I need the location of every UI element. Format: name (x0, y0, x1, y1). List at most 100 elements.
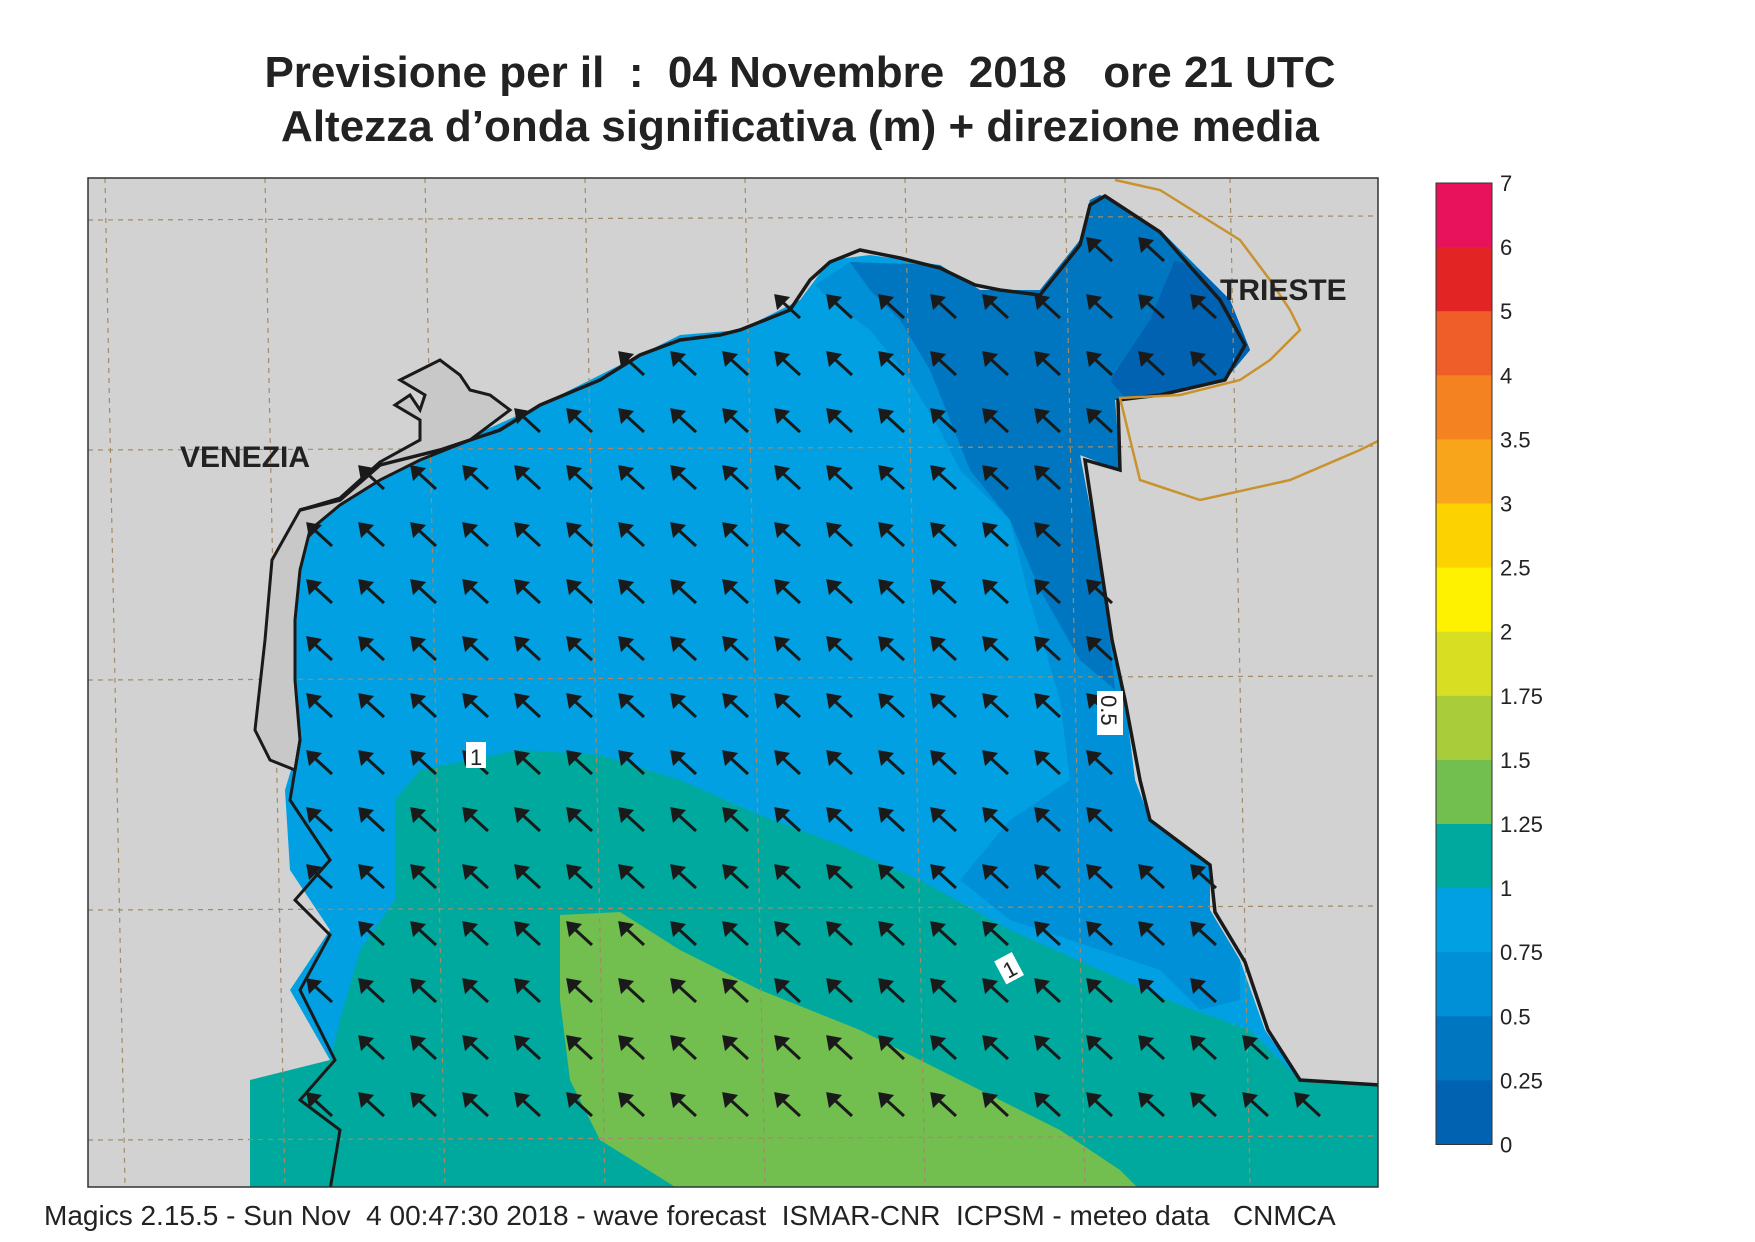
wave-arrow (930, 807, 958, 833)
wave-arrow (930, 750, 958, 776)
wave-arrow (982, 579, 1010, 605)
wave-arrow (930, 636, 958, 662)
legend-swatch (1436, 695, 1492, 761)
wave-arrow (774, 294, 802, 320)
wave-arrow (1034, 408, 1062, 434)
coastline-main (299, 193, 1378, 1087)
wave-arrow (1138, 978, 1166, 1004)
contour-label: 0.5 (1096, 691, 1123, 735)
wave-arrow (618, 750, 646, 776)
wave-arrow (514, 807, 542, 833)
wave-arrow (462, 636, 490, 662)
wave-arrow (1190, 921, 1218, 947)
wave-arrow (670, 351, 698, 377)
wave-arrow (410, 465, 438, 491)
band-1.25 (560, 912, 1137, 1187)
wave-arrow (774, 465, 802, 491)
wave-arrow (774, 522, 802, 548)
wave-arrow (982, 408, 1010, 434)
wave-arrow (514, 1035, 542, 1061)
wave-arrow (930, 1035, 958, 1061)
wave-arrow (358, 807, 386, 833)
wave-arrow (670, 636, 698, 662)
legend-tick-label: 6 (1500, 235, 1512, 260)
wave-arrow (1086, 921, 1114, 947)
wave-arrow (930, 408, 958, 434)
wave-arrow (878, 294, 906, 320)
wave-arrow (930, 294, 958, 320)
wave-arrow (1138, 351, 1166, 377)
wave-arrow (670, 921, 698, 947)
wave-arrow (1242, 1035, 1270, 1061)
legend-swatch (1436, 1016, 1492, 1081)
wave-arrow (566, 579, 594, 605)
legend-swatch (1436, 375, 1492, 440)
wave-arrow (1086, 864, 1114, 890)
wave-arrow (774, 1092, 802, 1118)
legend-swatch (1436, 1080, 1492, 1145)
wave-arrow (410, 978, 438, 1004)
wave-arrow (618, 864, 646, 890)
wave-arrow (774, 351, 802, 377)
wave-arrow (566, 750, 594, 776)
forecast-subtitle: Altezza d’onda significativa (m) + direz… (281, 102, 1319, 151)
wave-arrow (826, 978, 854, 1004)
wave-arrow (826, 750, 854, 776)
wave-arrow (358, 750, 386, 776)
wave-arrow (566, 864, 594, 890)
wave-arrow (722, 978, 750, 1004)
wave-arrow (826, 579, 854, 605)
wave-arrow (982, 294, 1010, 320)
band-0.25 (850, 195, 1250, 690)
legend-tick-label: 0 (1500, 1133, 1512, 1158)
wave-arrow (618, 978, 646, 1004)
wave-arrow (1034, 579, 1062, 605)
wave-arrow (826, 522, 854, 548)
wave-arrow (1034, 978, 1062, 1004)
wave-arrow (566, 636, 594, 662)
wave-arrow (774, 807, 802, 833)
wave-arrow (826, 351, 854, 377)
wave-arrow (774, 636, 802, 662)
wave-arrow (722, 465, 750, 491)
wave-arrow (670, 408, 698, 434)
legend-swatch (1436, 439, 1492, 504)
wave-arrow (514, 522, 542, 548)
national-border (1114, 178, 1378, 502)
wave-arrow (826, 465, 854, 491)
wave-arrow (514, 750, 542, 776)
wave-arrow (410, 579, 438, 605)
wave-arrow (462, 579, 490, 605)
wave-arrow (930, 978, 958, 1004)
legend-swatch (1436, 888, 1492, 953)
wave-arrow (1138, 237, 1166, 263)
wave-arrow (1294, 1092, 1322, 1118)
wave-arrow (982, 807, 1010, 833)
legend-swatch (1436, 247, 1492, 312)
wave-arrow (670, 522, 698, 548)
legend-tick-label: 0.25 (1500, 1068, 1543, 1093)
wave-arrow (930, 579, 958, 605)
wave-arrow (306, 636, 334, 662)
wave-arrow (722, 921, 750, 947)
coastline-west (253, 358, 513, 773)
wave-arrow (566, 978, 594, 1004)
legend-tick-label: 3 (1500, 492, 1512, 517)
wave-arrow (618, 408, 646, 434)
wave-arrow (1138, 864, 1166, 890)
wave-arrow (306, 579, 334, 605)
wave-arrow (1086, 294, 1114, 320)
wave-arrow (982, 351, 1010, 377)
wave-arrow (930, 1092, 958, 1118)
wave-arrow (722, 522, 750, 548)
wave-arrow (722, 1035, 750, 1061)
legend-tick-label: 1.5 (1500, 748, 1531, 773)
wave-arrow (878, 351, 906, 377)
legend-tick-label: 2 (1500, 620, 1512, 645)
wave-arrow (514, 1092, 542, 1118)
wave-arrow (878, 693, 906, 719)
map-frame (87, 177, 1379, 1188)
wave-arrow (358, 636, 386, 662)
wave-arrow (982, 750, 1010, 776)
svg-text:1: 1 (470, 745, 482, 770)
